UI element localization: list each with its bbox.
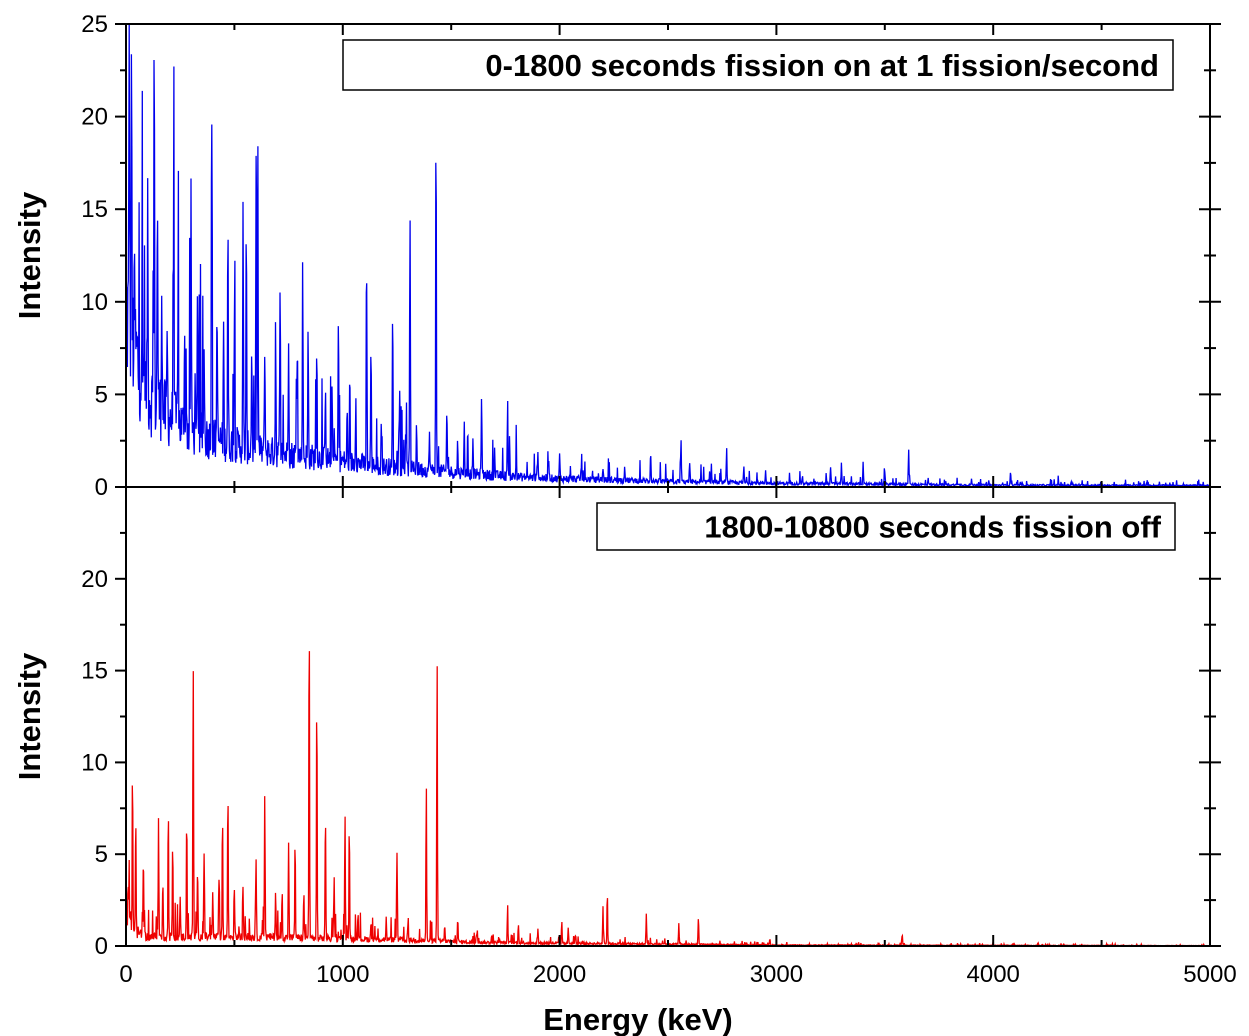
panel-title-box — [342, 39, 1174, 91]
y-tick-label: 10 — [81, 289, 108, 316]
y-tick-label: 0 — [95, 933, 108, 960]
x-tick-label: 0 — [119, 961, 132, 988]
panel-title: 1800-10800 seconds fission off — [704, 510, 1161, 545]
spectrum-line-1 — [126, 651, 1210, 946]
panel-title-box — [596, 502, 1176, 551]
y-axis-title: Intensity — [12, 191, 47, 319]
y-tick-label: 5 — [95, 381, 108, 408]
x-axis-title: Energy (keV) — [543, 1002, 733, 1036]
y-tick-label: 20 — [81, 104, 108, 131]
x-tick-label: 3000 — [750, 961, 803, 988]
y-axis-title: Intensity — [12, 652, 47, 780]
y-tick-label: 15 — [81, 658, 108, 685]
x-tick-label: 5000 — [1183, 961, 1236, 988]
spectrum-line-0 — [126, 24, 1210, 487]
y-tick-label: 5 — [95, 841, 108, 868]
panel-fission-on: 0 5 10 15 20 25 Intensity 0-1800 seconds fissio… — [12, 11, 1221, 501]
y-tick-label: 20 — [81, 566, 108, 593]
y-tick-label: 25 — [81, 11, 108, 38]
x-tick-label: 2000 — [533, 961, 586, 988]
x-tick-label: 4000 — [967, 961, 1020, 988]
y-tick-label: 0 — [95, 474, 108, 501]
y-tick-label: 15 — [81, 196, 108, 223]
panel-fission-off: 0 5 10 15 20 0 1000 2000 3000 4000 5000 Intensity En… — [12, 486, 1237, 1036]
panel-title: 0-1800 seconds fission on at 1 fission/s… — [485, 48, 1159, 83]
x-tick-label: 1000 — [316, 961, 369, 988]
y-tick-label: 10 — [81, 749, 108, 776]
